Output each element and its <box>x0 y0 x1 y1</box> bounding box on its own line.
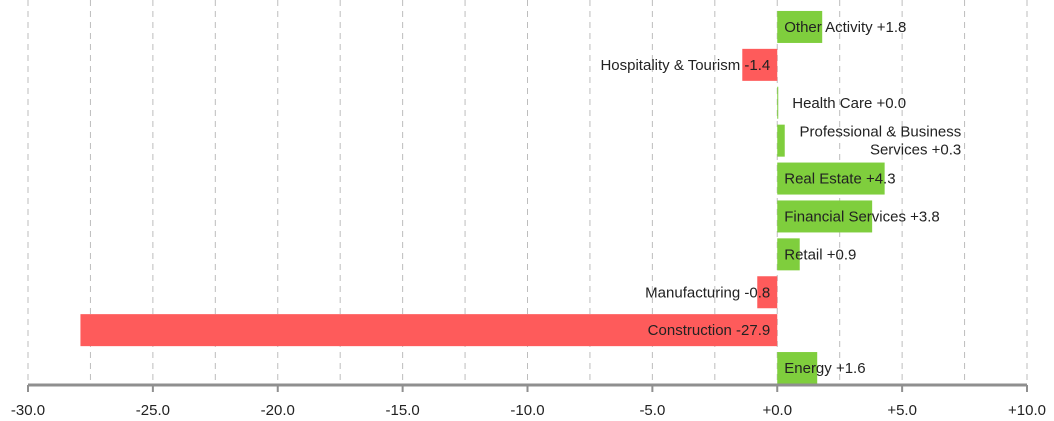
bar-label-line: Energy +1.6 <box>784 360 865 377</box>
bar-label: Health Care +0.0 <box>792 95 906 112</box>
x-tick-label: -20.0 <box>261 402 295 419</box>
bar-real-estate <box>777 162 885 195</box>
x-tick-label: -30.0 <box>11 402 45 419</box>
bar-label: Energy +1.6 <box>784 360 865 377</box>
x-tick-label: -5.0 <box>639 402 665 419</box>
bar-label-line: Retail +0.9 <box>784 246 856 263</box>
x-tick-label: -10.0 <box>510 402 544 419</box>
x-tick-label: -25.0 <box>136 402 170 419</box>
bar-label-line: Services +0.3 <box>870 142 961 159</box>
bar-professional-business-services <box>777 124 785 157</box>
bar-health-care <box>777 86 779 119</box>
x-tick-label: +10.0 <box>1008 402 1046 419</box>
bar-energy <box>777 352 818 385</box>
x-axis: -30.0 -25.0 -20.0 -15.0 -10.0 -5.0 +0.0 +5.0 +10… <box>11 383 1046 419</box>
bar-label: Construction -27.9 <box>648 322 771 339</box>
bar-label-line: Other Activity +1.8 <box>784 19 906 36</box>
bar-label-line: Manufacturing -0.8 <box>645 284 770 301</box>
bar-label: Retail +0.9 <box>784 246 856 263</box>
x-tick-label: +5.0 <box>887 402 917 419</box>
x-tick-label: -15.0 <box>386 402 420 419</box>
x-tick-label: +0.0 <box>762 402 792 419</box>
bar-label: Real Estate +4.3 <box>784 171 895 188</box>
bar-label-line: Real Estate +4.3 <box>784 171 895 188</box>
bar-labels: Other Activity +1.8 Hospitality & Tourism… <box>600 19 961 377</box>
bar-label: Hospitality & Tourism -1.4 <box>600 57 770 74</box>
bar-label: Financial Services +3.8 <box>784 208 940 225</box>
bar-financial-services <box>777 200 873 233</box>
bar-label-line: Financial Services +3.8 <box>784 208 940 225</box>
bar-label: Manufacturing -0.8 <box>645 284 770 301</box>
bar-label: Professional & Business Services +0.3 <box>800 124 962 159</box>
bar-label-line: Hospitality & Tourism -1.4 <box>600 57 770 74</box>
bar-other-activity <box>777 10 823 43</box>
bars-layer <box>80 10 885 385</box>
bar-label-line: Professional & Business <box>800 124 962 141</box>
bar-label: Other Activity +1.8 <box>784 19 906 36</box>
bar-construction <box>80 314 778 347</box>
bar-label-line: Health Care +0.0 <box>792 95 906 112</box>
bar-manufacturing <box>757 276 778 309</box>
bar-hospitality-tourism <box>742 48 778 81</box>
bar-retail <box>777 238 800 271</box>
bar-label-line: Construction -27.9 <box>648 322 771 339</box>
